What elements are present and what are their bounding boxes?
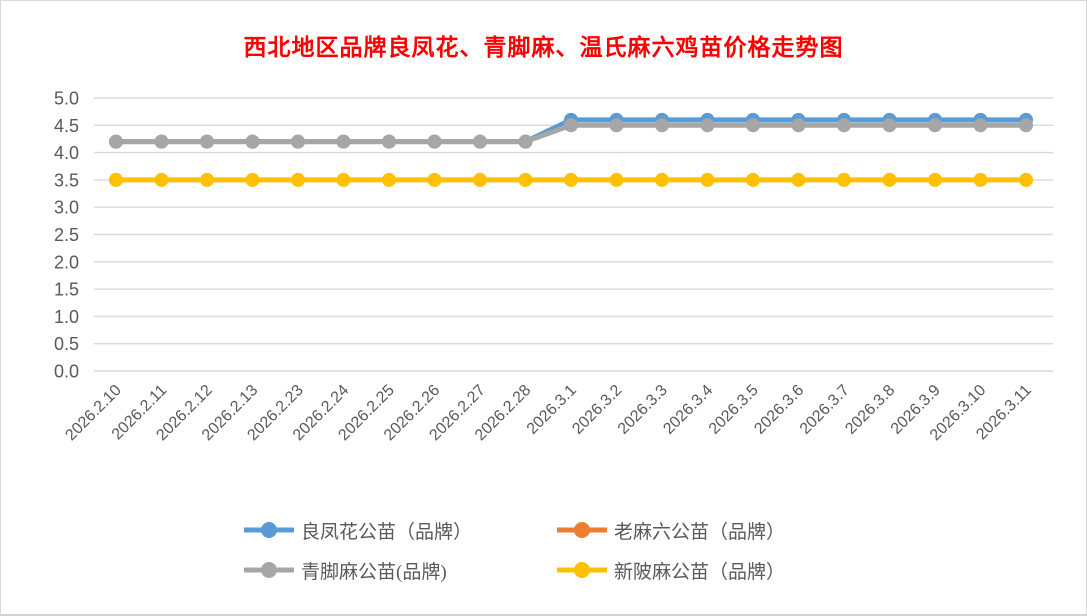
y-axis-tick-label: 4.5	[54, 116, 79, 136]
data-point-marker	[837, 172, 851, 187]
data-point-marker	[1019, 172, 1033, 187]
data-point-marker	[336, 172, 351, 187]
data-point-marker	[473, 172, 487, 187]
data-point-marker	[427, 172, 442, 187]
chart-title: 西北地区品牌良凤花、青脚麻、温氏麻六鸡苗价格走势图	[243, 35, 844, 60]
data-point-marker	[154, 134, 169, 149]
y-axis-tick-label: 0.5	[54, 334, 79, 354]
data-point-marker	[245, 172, 260, 187]
data-point-marker	[746, 118, 760, 133]
data-point-marker	[291, 134, 305, 149]
y-axis-tick-label: 3.5	[54, 170, 79, 190]
data-point-marker	[518, 172, 533, 187]
data-point-marker	[746, 172, 760, 187]
data-point-marker	[609, 118, 624, 133]
data-point-marker	[336, 134, 351, 149]
data-point-marker	[973, 118, 988, 133]
data-point-marker	[928, 172, 942, 187]
data-point-marker	[382, 172, 396, 187]
series-3	[109, 172, 1033, 187]
series-2	[109, 118, 1033, 149]
data-point-marker	[882, 118, 897, 133]
data-point-marker	[882, 172, 897, 187]
data-point-marker	[245, 134, 260, 149]
y-axis-tick-label: 0.0	[54, 362, 79, 382]
data-point-marker	[564, 172, 578, 187]
data-point-marker	[427, 134, 442, 149]
data-point-marker	[700, 118, 715, 133]
data-point-marker	[791, 118, 806, 133]
data-point-marker	[609, 172, 624, 187]
data-point-marker	[291, 172, 305, 187]
data-point-marker	[928, 118, 942, 133]
y-axis-tick-label: 5.0	[54, 89, 79, 109]
y-axis-labels: 5.0 4.5 4.0 3.5 3.0 2.5 2.0 1.5 1.0 0.5 0.0	[54, 89, 79, 382]
data-point-marker	[791, 172, 806, 187]
data-point-marker	[564, 118, 578, 133]
data-point-marker	[109, 172, 123, 187]
y-axis-tick-label: 1.0	[54, 307, 79, 327]
data-point-marker	[973, 172, 988, 187]
data-point-marker	[154, 172, 169, 187]
data-point-marker	[200, 172, 214, 187]
data-point-marker	[109, 134, 123, 149]
y-axis-tick-label: 1.5	[54, 280, 79, 300]
data-point-marker	[655, 172, 669, 187]
data-point-marker	[1019, 118, 1033, 133]
y-axis-tick-label: 4.0	[54, 143, 79, 163]
gridlines	[94, 97, 1053, 372]
data-point-marker	[518, 134, 533, 149]
y-axis-tick-label: 3.0	[54, 198, 79, 218]
data-point-marker	[382, 134, 396, 149]
y-axis-tick-label: 2.0	[54, 252, 79, 272]
data-point-marker	[473, 134, 487, 149]
data-point-marker	[837, 118, 851, 133]
y-axis-tick-label: 2.5	[54, 225, 79, 245]
data-point-marker	[700, 172, 715, 187]
data-point-marker	[200, 134, 214, 149]
data-point-marker	[655, 118, 669, 133]
x-axis-labels: 2026.2.102026.2.112026.2.122026.2.132026…	[62, 382, 1034, 444]
